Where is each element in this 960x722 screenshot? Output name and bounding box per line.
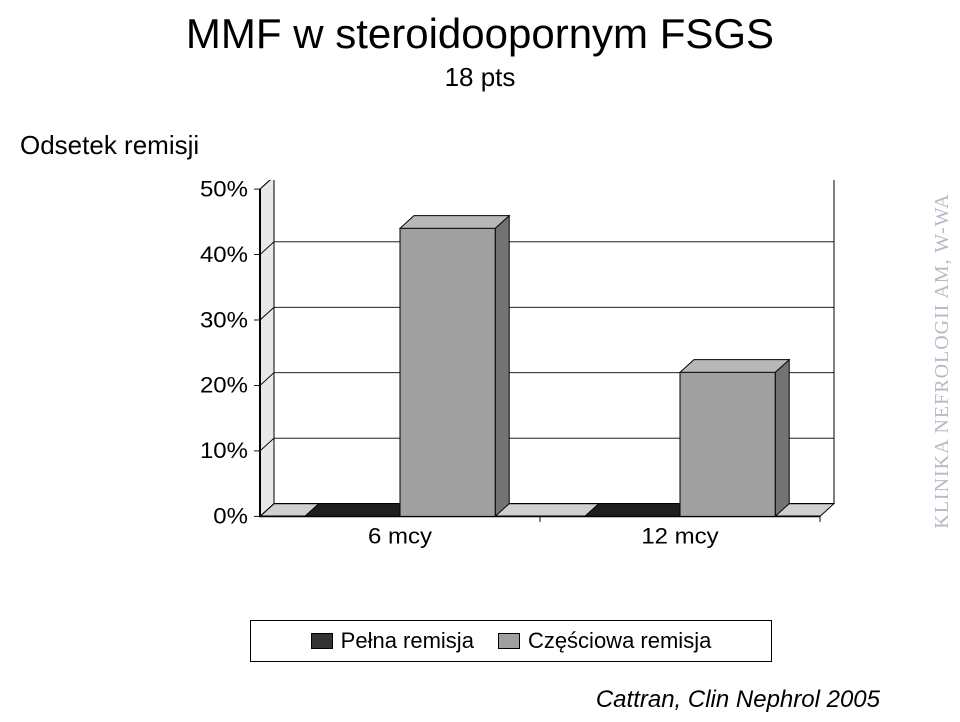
chart-subtitle: 18 pts xyxy=(0,62,960,93)
y-axis-title: Odsetek remisji xyxy=(20,130,199,161)
svg-text:20%: 20% xyxy=(200,373,248,398)
legend-item: Pełna remisja xyxy=(311,628,474,654)
chart-title: MMF w steroidoopornym FSGS xyxy=(0,10,960,58)
svg-text:10%: 10% xyxy=(200,438,248,463)
svg-text:50%: 50% xyxy=(200,180,248,201)
svg-text:40%: 40% xyxy=(200,242,248,267)
watermark: KLINIKA NEFROLOGII AM, W-WA xyxy=(931,193,954,529)
legend: Pełna remisja Częściowa remisja xyxy=(250,620,772,662)
svg-text:30%: 30% xyxy=(200,307,248,332)
legend-swatch xyxy=(311,633,333,649)
legend-label: Częściowa remisja xyxy=(528,628,711,654)
legend-swatch xyxy=(498,633,520,649)
svg-text:12 mcy: 12 mcy xyxy=(641,524,719,549)
bar-chart: 0% 10% 20% 30% 40% 50% 6 mcy 12 mcy xyxy=(180,180,860,580)
legend-item: Częściowa remisja xyxy=(498,628,711,654)
citation: Cattran, Clin Nephrol 2005 xyxy=(596,686,880,714)
legend-label: Pełna remisja xyxy=(341,628,474,654)
svg-text:0%: 0% xyxy=(213,504,248,529)
svg-text:6 mcy: 6 mcy xyxy=(368,524,433,549)
